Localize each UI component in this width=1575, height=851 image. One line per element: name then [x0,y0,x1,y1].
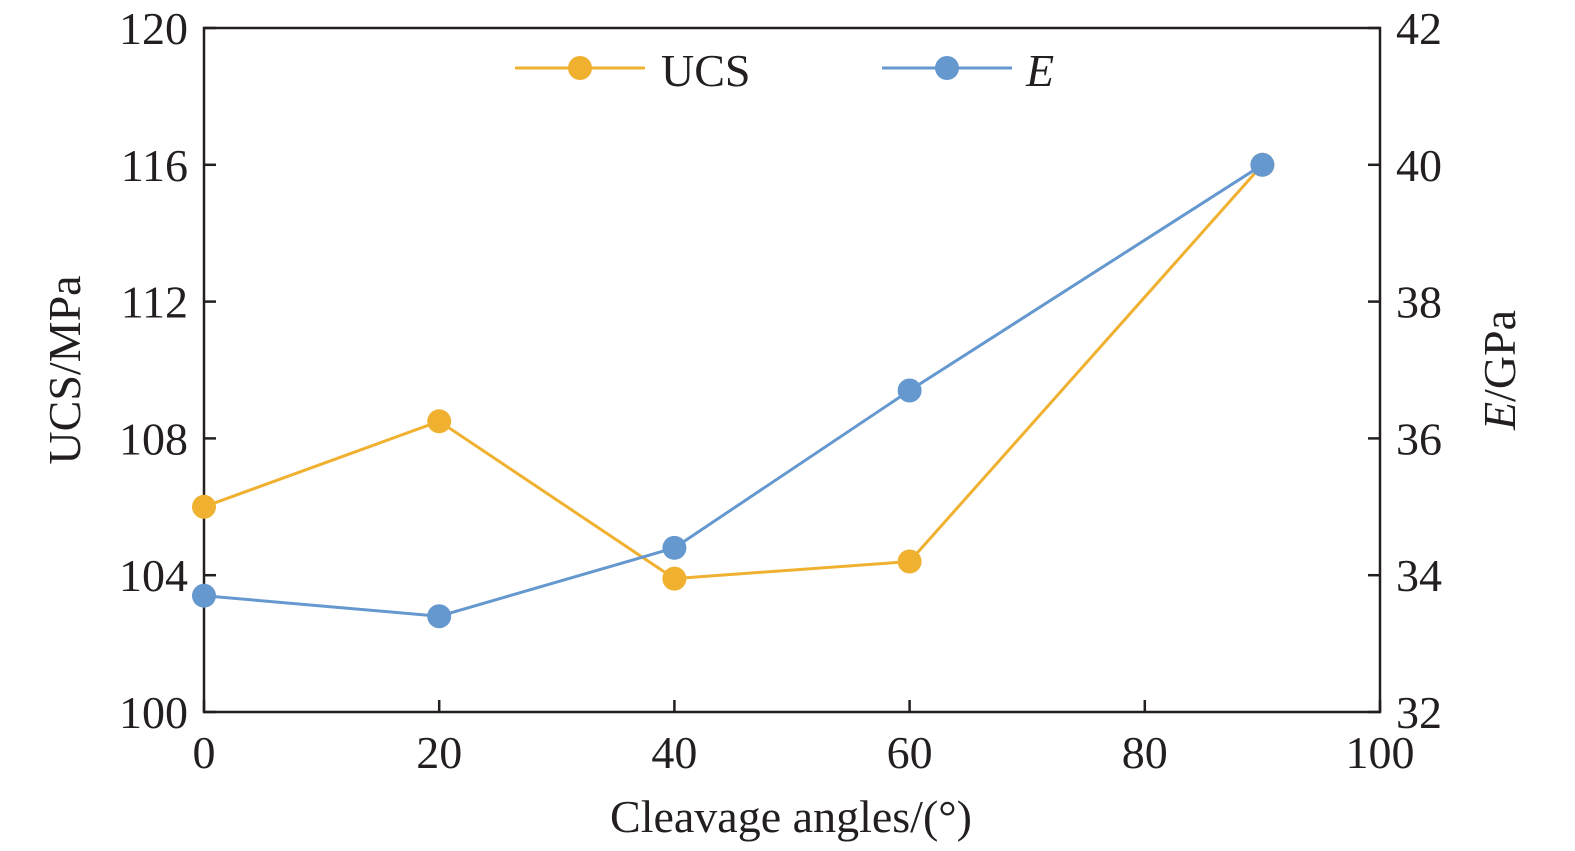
plot-area [202,26,1382,714]
data-point-ucs [897,549,922,574]
legend-item-e: E [882,45,1054,96]
series-layer [192,152,1275,629]
right-axis-title-symbol: E [1474,402,1525,431]
legend-marker-e [935,56,959,80]
x-tick-label: 80 [1122,727,1168,778]
x-axis-ticks: 0 20 40 60 80 100 [193,700,1415,778]
left-tick-label: 116 [121,140,188,191]
x-tick-label: 20 [416,727,462,778]
x-tick-label: 100 [1346,727,1415,778]
data-point-e [662,535,687,560]
data-point-e [1250,152,1275,177]
left-tick-label: 112 [121,277,188,328]
data-point-ucs [662,566,687,591]
data-point-e [897,378,922,403]
series-line-e [203,163,1264,618]
series-line-ucs [203,163,1264,581]
right-tick-label: 40 [1396,140,1442,191]
data-point-e [192,583,216,608]
right-axis-ticks: 32 34 36 38 40 42 [1368,3,1442,738]
x-tick-label: 0 [193,727,216,778]
legend-marker-ucs [568,56,592,80]
legend-label-e: E [1025,45,1054,96]
legend-item-ucs: UCS [515,45,750,96]
x-tick-label: 60 [887,727,933,778]
left-axis-title: UCS/MPa [39,275,90,464]
left-tick-label: 120 [119,3,188,54]
x-axis-title: Cleavage angles/(°) [610,791,972,842]
right-axis-title: E/GPa [1474,310,1525,431]
x-tick-label: 40 [651,727,697,778]
plot-frame [202,26,1382,714]
right-axis-title-unit: /GPa [1474,310,1525,402]
right-tick-label: 34 [1396,550,1442,601]
left-axis-ticks: 100 104 108 112 116 120 [119,3,216,738]
right-tick-label: 36 [1396,413,1442,464]
series-e [192,152,1275,629]
data-point-ucs [192,494,216,519]
right-tick-label: 32 [1396,687,1442,738]
data-point-e [427,604,452,629]
left-tick-label: 100 [119,687,188,738]
left-tick-label: 104 [119,550,188,601]
right-tick-label: 42 [1396,3,1442,54]
data-point-ucs [427,409,452,434]
legend-label-ucs: UCS [661,45,750,96]
legend: UCS E [515,45,1054,96]
left-tick-label: 108 [119,413,188,464]
series-ucs [192,152,1275,591]
right-tick-label: 38 [1396,277,1442,328]
